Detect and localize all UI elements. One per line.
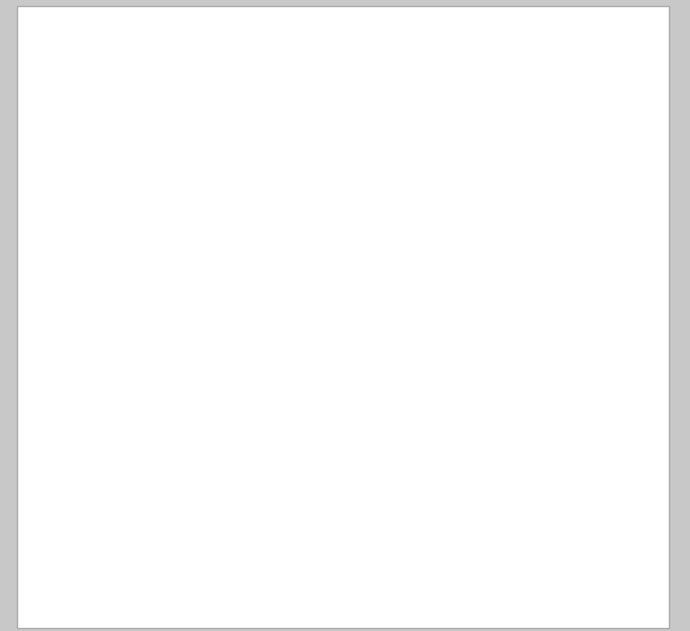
- Text: SEC  AND  THE: SEC AND THE: [256, 388, 372, 402]
- Text: $\mathsf{(}R_{(s)}\mathsf{)}$: $\mathsf{(}R_{(s)}\mathsf{)}$: [503, 320, 547, 342]
- Text: A  AND K: A AND K: [379, 457, 455, 473]
- Text: WHERE  A AND K  ARE CONSTANTS .: WHERE A AND K ARE CONSTANTS .: [56, 237, 337, 251]
- Text: RESPONSE IS: RESPONSE IS: [86, 388, 191, 402]
- Text: a: a: [48, 268, 58, 283]
- Text: FIND THE TRANSFER FUNCTION: FIND THE TRANSFER FUNCTION: [86, 273, 331, 286]
- Text: BLOCK DIAGRAM SHOWN BELOW :: BLOCK DIAGRAM SHOWN BELOW :: [56, 49, 322, 64]
- Text: 1.9: 1.9: [211, 386, 246, 405]
- Bar: [324, 106, 431, 177]
- Text: b: b: [48, 348, 58, 363]
- Text: =: =: [472, 273, 487, 291]
- Text: % OVERSHOOT IS: % OVERSHOOT IS: [86, 423, 224, 437]
- Text: $\mathsf{\widehat{R}}_{(s)}$: $\mathsf{\widehat{R}}_{(s)}$: [24, 121, 50, 144]
- Text: $T_{(s)}$: $T_{(s)}$: [411, 273, 442, 295]
- Text: s(s+K): s(s+K): [353, 153, 402, 165]
- Text: Σ: Σ: [128, 131, 139, 150]
- Text: $Y_{(s)}$: $Y_{(s)}$: [540, 128, 569, 149]
- Text: ,  DETERMINE: , DETERMINE: [299, 423, 408, 437]
- Bar: [134, 477, 221, 508]
- Text: THE VALUES OF THE CONSTANTS: THE VALUES OF THE CONSTANTS: [86, 457, 340, 471]
- Text: −: −: [100, 144, 115, 162]
- Text: A: A: [235, 131, 251, 151]
- Text: A CONTROL SYSTEM IS DESCRIBED BY THE: A CONTROL SYSTEM IS DESCRIBED BY THE: [56, 27, 387, 40]
- Text: k =: k =: [86, 538, 116, 555]
- Bar: [134, 524, 221, 555]
- Text: IF THE SETTLING TIME OF THE UNIT STEP: IF THE SETTLING TIME OF THE UNIT STEP: [86, 353, 400, 367]
- Text: 2: 2: [371, 116, 383, 134]
- Text: 5 %: 5 %: [248, 423, 288, 442]
- Bar: [211, 112, 275, 171]
- Text: $Y_{(s)}$: $Y_{(s)}$: [508, 283, 538, 305]
- Text: A =: A =: [86, 490, 118, 509]
- Text: +: +: [45, 121, 56, 135]
